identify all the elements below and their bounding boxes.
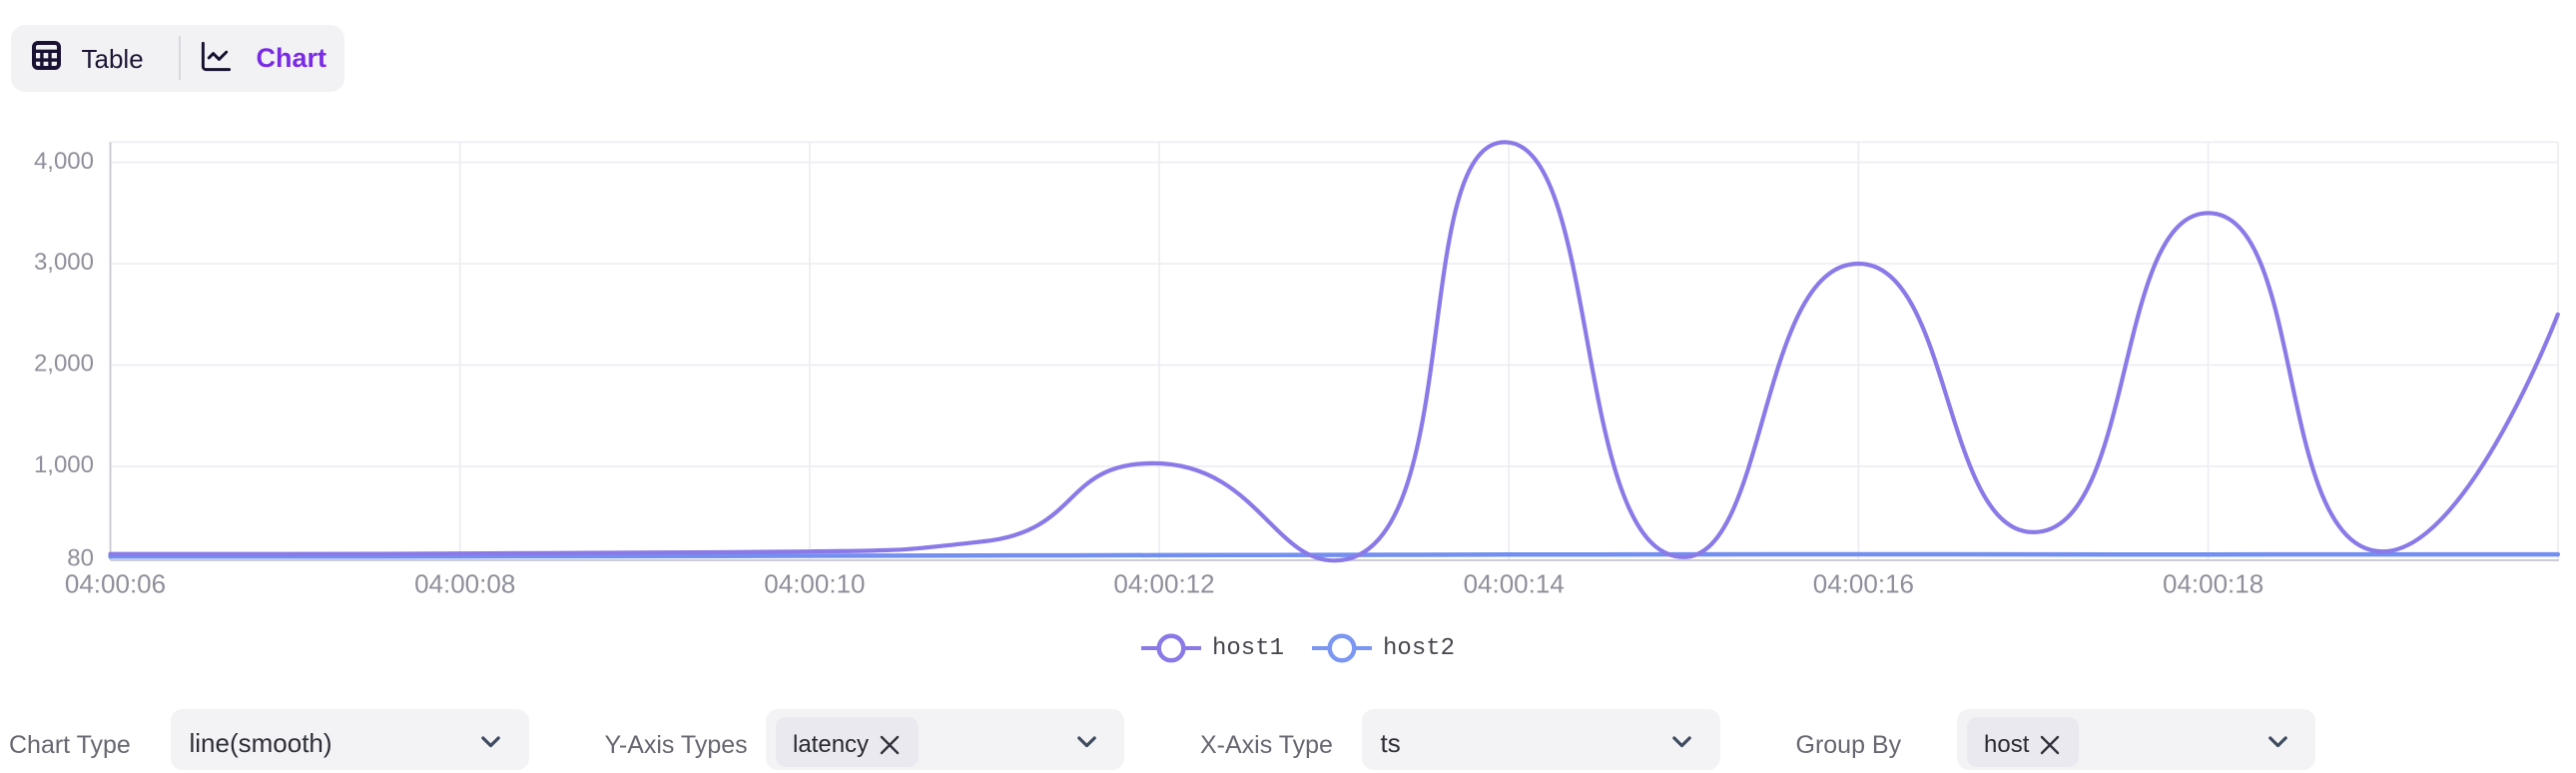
svg-text:04:00:08: 04:00:08 [414, 569, 515, 599]
svg-text:04:00:16: 04:00:16 [1813, 569, 1914, 599]
svg-text:04:00:14: 04:00:14 [1464, 569, 1565, 599]
svg-text:3,000: 3,000 [34, 249, 94, 276]
svg-text:04:00:10: 04:00:10 [764, 569, 865, 599]
svg-text:80: 80 [67, 545, 94, 572]
svg-text:4,000: 4,000 [34, 148, 94, 175]
svg-text:04:00:12: 04:00:12 [1113, 569, 1214, 599]
svg-text:1,000: 1,000 [34, 451, 94, 478]
svg-text:04:00:06: 04:00:06 [65, 569, 166, 599]
svg-text:2,000: 2,000 [34, 351, 94, 378]
svg-text:04:00:18: 04:00:18 [2163, 569, 2263, 599]
